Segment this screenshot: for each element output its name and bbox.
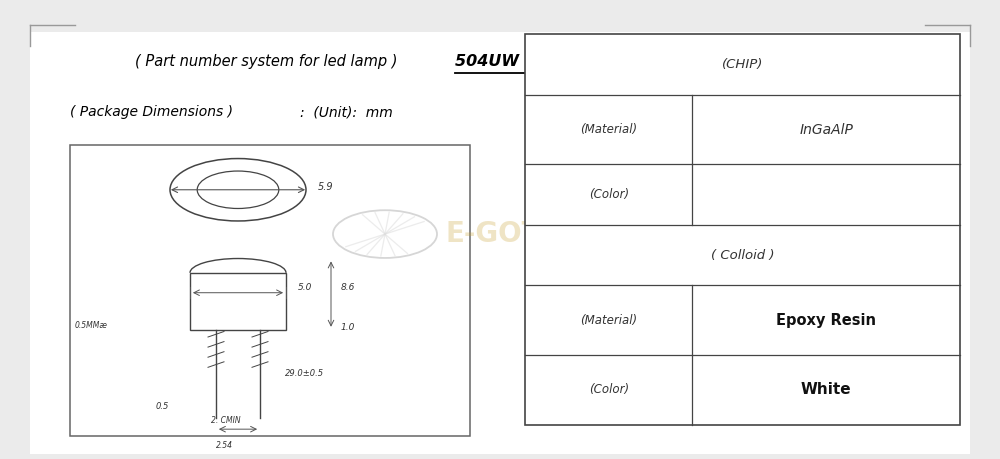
Text: 0.5MMæ: 0.5MMæ [75,321,108,330]
Text: (Material): (Material) [580,314,637,327]
Text: E-GOTO: E-GOTO [445,220,564,248]
Text: ( Colloid ): ( Colloid ) [711,249,774,262]
Text: 2. CMIN: 2. CMIN [211,416,241,425]
Text: :  (Unit):  mm: : (Unit): mm [300,106,393,119]
Circle shape [170,158,306,221]
Text: (Material): (Material) [580,123,637,136]
Text: (Color): (Color) [589,188,629,201]
Circle shape [333,210,437,258]
Text: 2.54: 2.54 [216,441,233,450]
Bar [70,145,470,436]
Text: ( Package Dimensions ): ( Package Dimensions ) [70,106,233,119]
Text: (CHIP): (CHIP) [722,58,763,71]
Text: White: White [801,382,852,397]
Circle shape [197,171,279,208]
Text: 1.0: 1.0 [341,323,355,332]
Bar [190,273,286,330]
Text: (Color): (Color) [589,383,629,396]
Text: ( Part number system for led lamp ): ( Part number system for led lamp ) [135,55,398,69]
Text: 5.9: 5.9 [318,183,334,192]
Text: 8.6: 8.6 [341,283,355,292]
Text: Epoxy Resin: Epoxy Resin [776,313,876,328]
Text: 504UW  (φ 5MM): 504UW (φ 5MM) [455,55,606,69]
Bar [525,34,960,425]
Text: 5.0: 5.0 [298,283,312,292]
Text: 0.5: 0.5 [156,402,169,411]
Text: InGaAlP: InGaAlP [799,123,853,137]
Text: 29.0±0.5: 29.0±0.5 [285,369,324,378]
